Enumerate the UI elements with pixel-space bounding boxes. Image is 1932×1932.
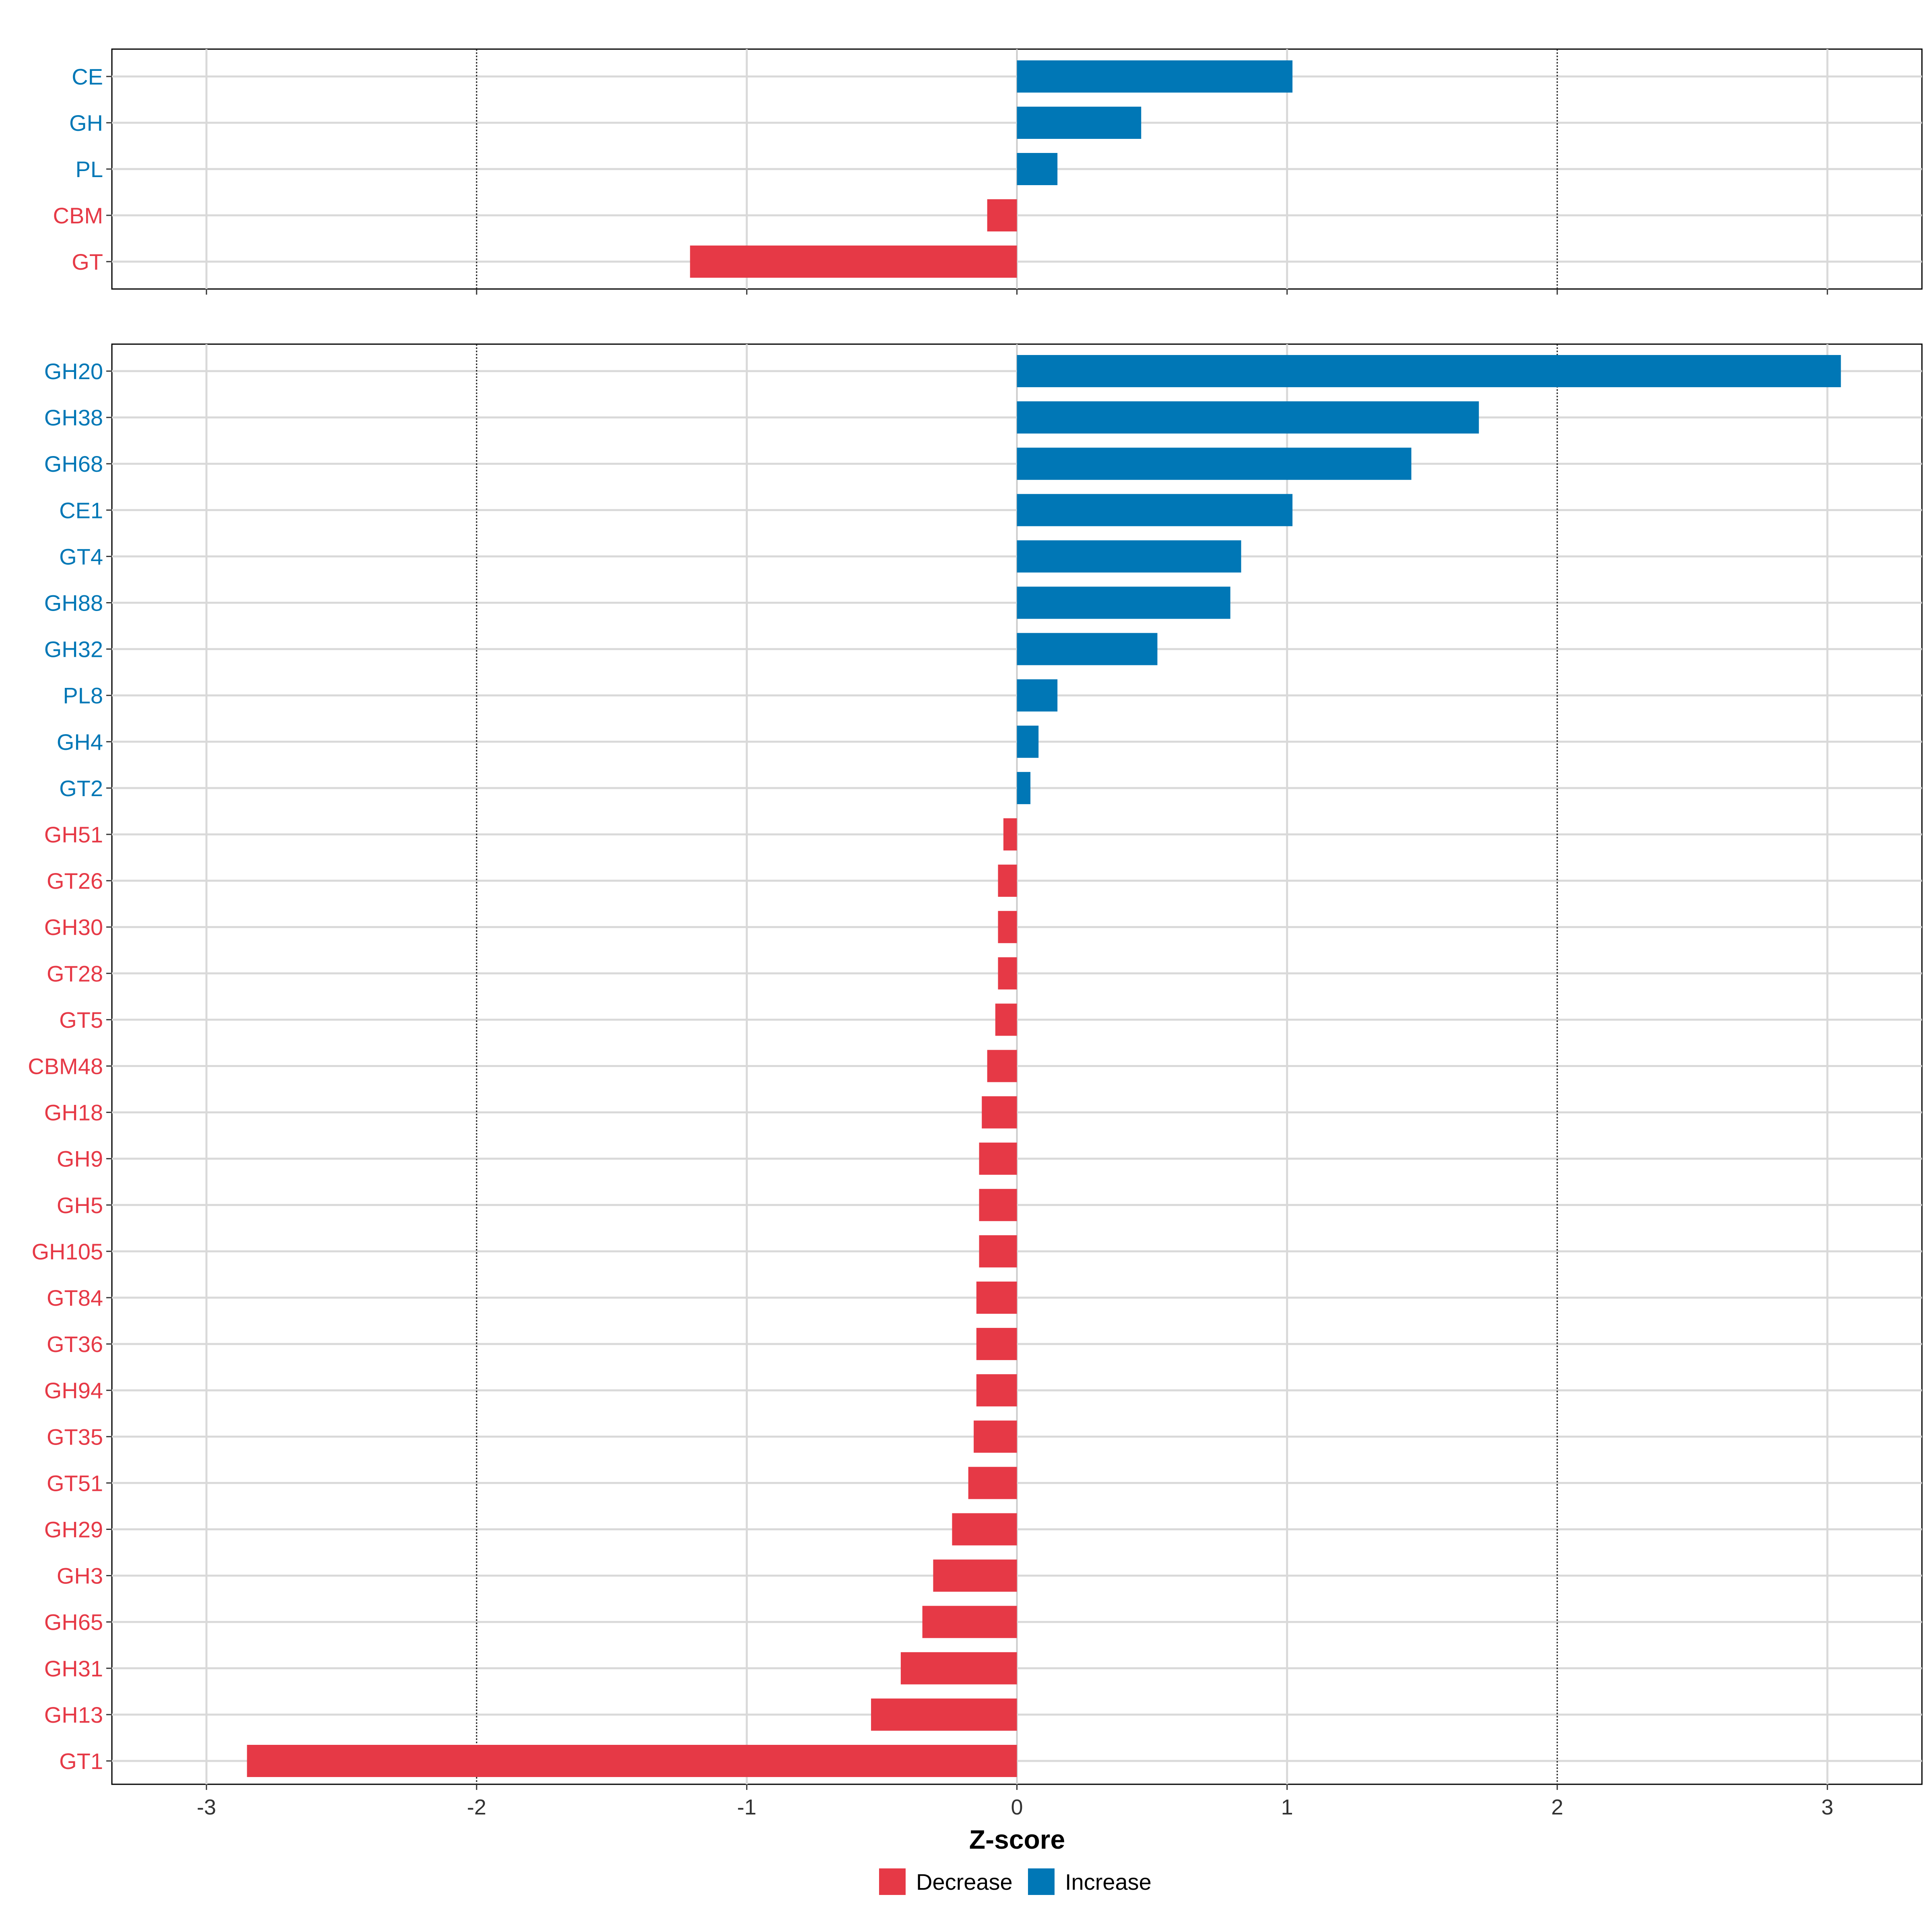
category-label: GH5 [57,1193,103,1218]
category-label: GT36 [47,1331,103,1357]
category-label: GH65 [44,1610,103,1635]
top-panel: CE GH PL CBM GT [53,48,1923,295]
bar-cbm [987,199,1017,231]
legend-label-increase: Increase [1065,1869,1152,1895]
bar-gh51 [1003,818,1017,850]
category-label: GT [72,249,103,275]
bar-gh18 [982,1096,1017,1129]
category-label: GH9 [57,1146,103,1172]
category-label: GH32 [44,637,103,662]
category-label: GT28 [47,961,103,986]
x-tick-label: -1 [737,1795,756,1819]
category-label: CBM48 [28,1054,103,1079]
bar-pl [1017,153,1058,185]
bar-ce1 [1017,494,1293,526]
category-label: GH68 [44,451,103,477]
category-label: CBM [53,203,103,228]
category-label: GH38 [44,405,103,430]
x-tick-label: 0 [1011,1795,1023,1819]
x-tick-label: -2 [467,1795,486,1819]
bar-gh38 [1017,401,1479,434]
x-tick-label: 3 [1821,1795,1833,1819]
bar-gh29 [952,1513,1017,1546]
bottom-panel: GH20 GH38 GH68 CE1 GT4 GH88 GH32 PL8 GH4 GT2 GH51 G… [28,343,1923,1790]
category-label: GT4 [59,544,103,569]
bar-gt26 [998,865,1017,897]
bar-gt [690,246,1017,278]
category-label: GH20 [44,359,103,384]
bar-pl8 [1017,679,1058,712]
bar-gt4 [1017,540,1241,573]
legend-label-decrease: Decrease [916,1869,1013,1895]
category-label: GT26 [47,868,103,894]
category-label: GH51 [44,822,103,847]
bar-gh32 [1017,633,1158,665]
x-axis: -3 -2 -1 0 1 2 3 [197,1795,1833,1819]
category-label: GH4 [57,729,103,755]
category-label: GT84 [47,1285,103,1311]
bar-gh88 [1017,586,1230,619]
category-label: GH30 [44,914,103,940]
bar-ce [1017,60,1293,93]
bar-gt36 [976,1328,1017,1360]
category-label: GT51 [47,1470,103,1496]
category-label: GH [69,110,103,136]
bar-gt2 [1017,772,1031,804]
bar-gh3 [933,1559,1017,1592]
category-label: GH94 [44,1378,103,1403]
bar-gh68 [1017,448,1412,480]
bar-gt1 [247,1745,1017,1777]
category-label: GH29 [44,1517,103,1542]
category-label: GT2 [59,776,103,801]
legend-swatch-decrease [879,1868,906,1895]
category-label: PL [76,157,103,182]
category-label: GH88 [44,590,103,616]
bar-gt84 [976,1282,1017,1314]
category-label: GH18 [44,1100,103,1125]
bar-gt51 [968,1467,1017,1499]
bar-gh5 [979,1189,1017,1221]
bar-gh105 [979,1235,1017,1267]
x-tick-label: 2 [1551,1795,1563,1819]
bar-gh9 [979,1142,1017,1175]
bar-gh [1017,107,1141,139]
category-label: GH31 [44,1656,103,1681]
category-label: GH105 [32,1239,103,1264]
bar-gh13 [871,1698,1017,1731]
bar-gt28 [998,957,1017,990]
category-label: GT1 [59,1748,103,1774]
bar-gh94 [976,1374,1017,1407]
category-label: CE1 [59,497,103,523]
bar-gh30 [998,911,1017,943]
bar-gt35 [974,1420,1017,1453]
bar-cbm48 [987,1050,1017,1082]
bar-gt5 [995,1003,1017,1036]
category-label: GT5 [59,1007,103,1032]
x-tick-label: 1 [1281,1795,1293,1819]
bar-gh65 [922,1606,1017,1638]
legend: Decrease Increase [879,1868,1152,1895]
x-axis-title: Z-score [969,1825,1065,1854]
category-label: GH3 [57,1563,103,1589]
bar-gh20 [1017,355,1841,387]
x-tick-label: -3 [197,1795,216,1819]
bar-gh4 [1017,725,1039,758]
legend-swatch-increase [1028,1868,1055,1895]
category-label: PL8 [63,683,103,708]
category-label: CE [72,64,103,89]
category-label: GH13 [44,1702,103,1728]
category-label: GT35 [47,1424,103,1449]
bar-gh31 [900,1652,1017,1684]
